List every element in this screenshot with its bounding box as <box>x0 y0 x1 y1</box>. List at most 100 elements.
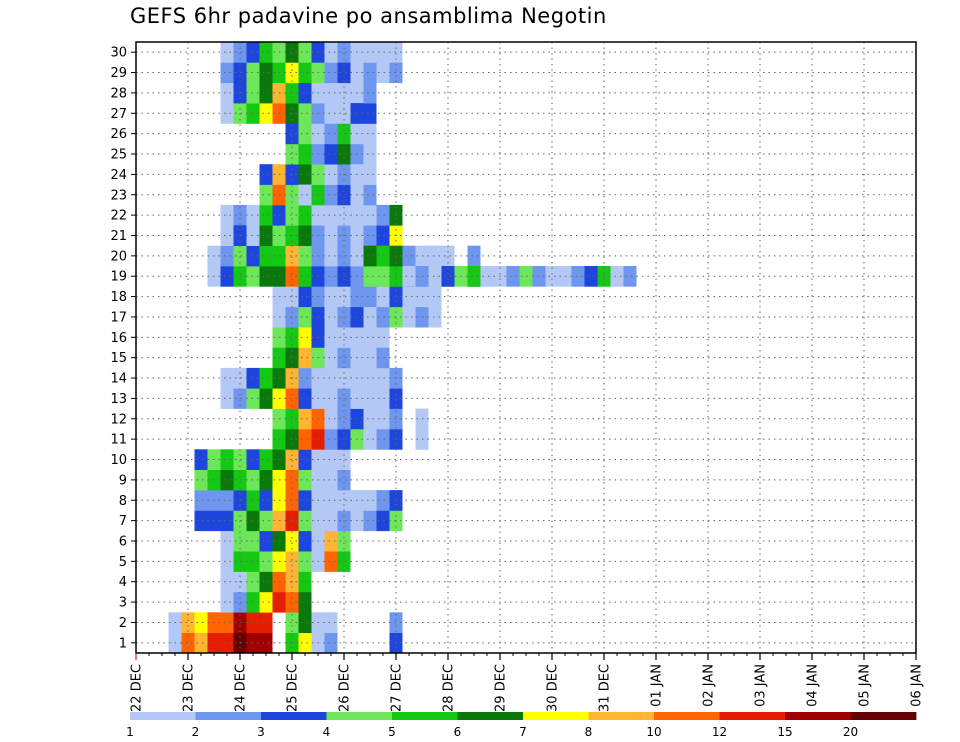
legend-bound-label: 1 <box>126 725 134 739</box>
x-tick-label: 30 DEC <box>546 664 561 712</box>
heatmap-cell <box>337 388 351 409</box>
heatmap-cell <box>376 286 390 308</box>
heatmap-cell <box>285 469 299 491</box>
heatmap-cell <box>480 266 494 287</box>
chart-title: GEFS 6hr padavine po ansamblima Negotin <box>130 4 607 28</box>
heatmap-cell <box>298 490 312 511</box>
heatmap-cell <box>324 184 338 206</box>
y-tick-label: 16 <box>110 331 127 346</box>
heatmap-cell <box>259 266 273 287</box>
heatmap-cell <box>298 245 312 267</box>
heatmap-cell <box>259 82 273 104</box>
legend-bound-label: 4 <box>323 725 331 739</box>
heatmap-cell <box>285 123 299 145</box>
heatmap-cell <box>298 225 312 246</box>
heatmap-cell <box>259 245 273 267</box>
heatmap-cell <box>324 286 338 308</box>
y-tick-label: 23 <box>110 188 127 203</box>
x-tick-label: 04 JAN <box>806 664 821 707</box>
heatmap-cell <box>233 449 247 470</box>
heatmap-cell <box>402 245 416 267</box>
heatmap-cell <box>259 469 273 491</box>
heatmap-cell <box>324 266 338 287</box>
heatmap-cell <box>285 408 299 430</box>
heatmap-cell <box>363 225 377 246</box>
y-tick-label: 21 <box>110 229 127 244</box>
heatmap-cell <box>337 103 351 124</box>
legend-swatch <box>719 712 786 720</box>
heatmap-cell <box>363 347 377 369</box>
heatmap-cell <box>376 62 390 84</box>
heatmap-cell <box>324 306 338 328</box>
heatmap-cell <box>259 551 273 572</box>
heatmap-cell <box>220 42 234 63</box>
heatmap-cell <box>324 551 338 572</box>
y-tick-label: 9 <box>119 473 127 488</box>
heatmap-cell <box>623 266 637 287</box>
y-tick-label: 12 <box>110 412 127 427</box>
heatmap-cell <box>259 449 273 470</box>
heatmap-cell <box>220 266 234 287</box>
y-tick-label: 5 <box>119 555 127 570</box>
heatmap-cell <box>285 612 299 633</box>
x-tick-label: 25 DEC <box>286 664 301 712</box>
heatmap-cell <box>285 327 299 348</box>
y-tick-label: 28 <box>110 86 127 101</box>
heatmap-cell <box>337 143 351 165</box>
heatmap-cell <box>324 429 338 450</box>
heatmap-cell <box>571 266 585 287</box>
heatmap-cell <box>220 103 234 124</box>
heatmap-cell <box>337 204 351 226</box>
heatmap-cell <box>233 245 247 267</box>
heatmap-cell <box>220 204 234 226</box>
x-tick-label: 01 JAN <box>650 664 665 707</box>
heatmap-cell <box>428 245 442 267</box>
heatmap-cell <box>285 530 299 552</box>
color-legend: 1 2 3 4 5 6 7 8 10 12 15 20 <box>126 712 917 739</box>
heatmap-cell <box>376 204 390 226</box>
heatmap-cell <box>363 143 377 165</box>
heatmap-cell <box>259 62 273 84</box>
legend-swatch <box>326 712 393 720</box>
legend-bound-label: 8 <box>585 725 593 739</box>
y-tick-label: 2 <box>119 616 127 631</box>
heatmap-cell <box>337 347 351 369</box>
heatmap-cell <box>259 530 273 552</box>
heatmap-cell <box>220 571 234 593</box>
heatmap-cell <box>233 204 247 226</box>
heatmap-cell <box>259 571 273 593</box>
heatmap-cell <box>363 388 377 409</box>
heatmap-cell <box>259 204 273 226</box>
heatmap-cell <box>324 245 338 267</box>
y-tick-label: 13 <box>110 392 127 407</box>
legend-swatch <box>654 712 720 720</box>
heatmap-cell <box>363 82 377 104</box>
x-tick-label: 22 DEC <box>130 664 145 712</box>
heatmap-cell <box>220 62 234 84</box>
heatmap-cell <box>298 469 312 491</box>
heatmap-cell <box>428 306 442 328</box>
heatmap-cell <box>363 184 377 206</box>
heatmap-cell <box>376 388 390 409</box>
heatmap-cell <box>376 367 390 389</box>
heatmap-cell <box>298 449 312 470</box>
heatmap-cell <box>298 82 312 104</box>
heatmap-cell <box>285 82 299 104</box>
heatmap-cell <box>337 490 351 511</box>
heatmap-cell <box>298 42 312 63</box>
legend-swatch <box>195 712 262 720</box>
heatmap-cell <box>298 164 312 185</box>
heatmap-cell <box>363 123 377 145</box>
heatmap-cell <box>376 327 390 348</box>
grid-lines <box>136 42 916 653</box>
legend-bound-label: 7 <box>519 725 527 739</box>
heatmap-cell <box>363 327 377 348</box>
heatmap-cell <box>259 388 273 409</box>
heatmap-cell <box>363 42 377 63</box>
heatmap-cell <box>233 469 247 491</box>
heatmap-cell <box>259 42 273 63</box>
heatmap-cell <box>285 103 299 124</box>
heatmap-cell <box>337 469 351 491</box>
heatmap-cell <box>298 123 312 145</box>
